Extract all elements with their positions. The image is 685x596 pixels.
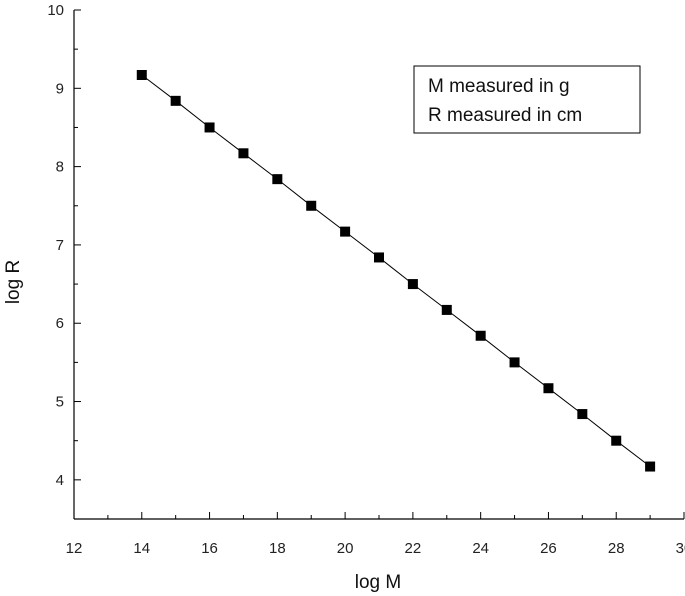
series-line [141, 74, 651, 467]
legend-box: M measured in g R measured in cm [413, 65, 641, 134]
y-tick-label: 9 [56, 80, 64, 97]
legend-frame [413, 65, 641, 134]
y-tick-label: 6 [56, 315, 64, 332]
tick-marks [73, 9, 685, 520]
data-point [543, 383, 554, 394]
x-tick-label: 22 [405, 540, 422, 557]
data-point [340, 226, 351, 237]
y-tick-label: 8 [56, 159, 64, 176]
plot-area [136, 69, 656, 472]
data-point [441, 304, 452, 315]
data-point [577, 409, 588, 420]
data-point [238, 148, 249, 159]
x-axis-label: log M [355, 572, 401, 593]
data-point [306, 200, 317, 211]
legend-line-2: R measured in cm [428, 105, 582, 126]
y-axis-label: log R [3, 260, 24, 304]
x-tick-label: 28 [608, 540, 625, 557]
x-tick-label: 26 [540, 540, 557, 557]
y-tick-label: 4 [56, 472, 64, 489]
y-tick-label: 7 [56, 237, 64, 254]
tick-labels: 12 14 16 18 20 22 24 26 28 30 4 5 6 7 8 9 10 [47, 2, 685, 557]
data-point [204, 122, 215, 133]
data-point [272, 174, 283, 185]
y-tick-label: 10 [47, 2, 64, 19]
x-tick-label: 18 [269, 540, 286, 557]
data-point [170, 95, 181, 106]
x-tick-label: 20 [337, 540, 354, 557]
legend-line-1: M measured in g [428, 76, 570, 97]
x-tick-label: 30 [676, 540, 685, 557]
x-tick-label: 16 [201, 540, 218, 557]
x-tick-label: 14 [133, 540, 150, 557]
y-tick-label: 5 [56, 394, 64, 411]
x-tick-label: 24 [472, 540, 489, 557]
x-tick-label: 12 [66, 540, 83, 557]
data-point [509, 357, 520, 368]
data-point [645, 461, 656, 472]
data-point [611, 435, 622, 446]
data-point [136, 69, 147, 80]
data-point [475, 330, 486, 341]
data-point [374, 252, 384, 263]
data-point [407, 279, 418, 290]
